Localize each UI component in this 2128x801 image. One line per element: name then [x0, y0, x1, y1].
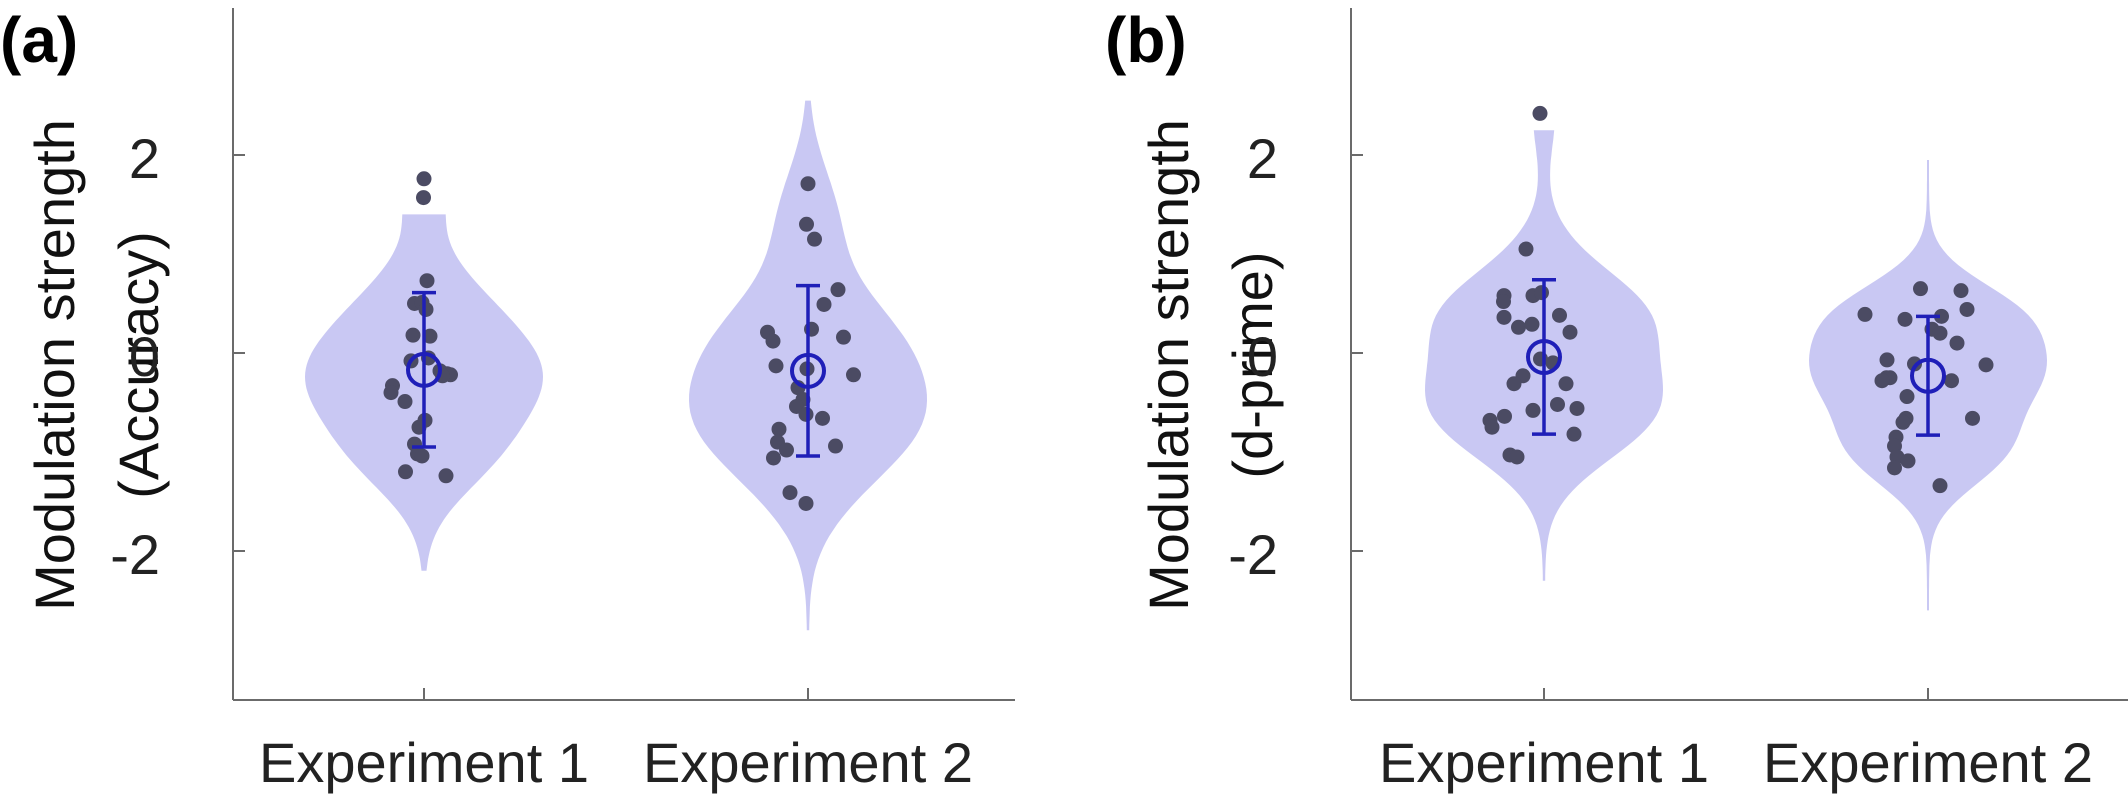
data-point-b-1-2 — [1518, 241, 1534, 257]
plot-area-b — [1350, 8, 2128, 701]
data-point-a-1-6 — [418, 301, 434, 317]
data-point-a-2-18 — [771, 421, 787, 437]
data-point-a-2-20 — [828, 438, 843, 454]
data-point-a-2-10 — [768, 358, 784, 374]
data-point-b-1-23 — [1566, 426, 1582, 442]
data-point-b-1-11 — [1562, 324, 1578, 340]
data-point-a-1-3 — [419, 273, 435, 289]
data-point-b-2-1 — [1913, 281, 1928, 297]
plot-area-a — [232, 8, 1015, 701]
mean-marker-a-1 — [406, 351, 442, 388]
y-axis-label-a-line2: (Accuracy) — [107, 231, 170, 499]
data-point-b-2-24 — [1900, 453, 1916, 469]
data-point-a-2-1 — [800, 176, 816, 192]
panel-b: (b) Modulation strength (d-prime) 2 0 -2… — [1105, 4, 2128, 794]
data-point-a-1-7 — [405, 327, 421, 343]
data-point-b-1-10 — [1552, 307, 1567, 323]
data-point-a-2-5 — [816, 296, 832, 312]
data-point-b-1-18 — [1569, 400, 1585, 416]
data-point-b-2-10 — [1879, 352, 1895, 368]
y-tick-label-b-3: -2 — [1228, 523, 1278, 586]
panel-label-b: (b) — [1105, 4, 1187, 76]
data-point-b-2-20 — [1965, 410, 1980, 426]
x-category-label-a-2: Experiment 2 — [643, 731, 973, 794]
data-point-b-1-9 — [1524, 316, 1540, 332]
data-point-b-2-2 — [1953, 283, 1969, 299]
x-category-label-b-1: Experiment 1 — [1379, 731, 1709, 794]
panel-label-a: (a) — [0, 4, 78, 76]
y-axis-label-b-line2: (d-prime) — [1221, 251, 1284, 478]
data-point-a-2-22 — [766, 450, 781, 466]
y-tick-label-a-2: 0 — [129, 325, 160, 388]
data-point-b-1-20 — [1497, 408, 1512, 424]
y-tick-label-a-3: -2 — [110, 523, 160, 586]
data-point-a-1-24 — [438, 468, 454, 484]
data-point-b-2-19 — [1895, 414, 1911, 430]
data-point-b-2-6 — [1897, 311, 1913, 327]
data-point-a-2-8 — [765, 333, 781, 349]
y-tick-label-b-2: 0 — [1247, 325, 1278, 388]
data-point-a-2-24 — [798, 495, 814, 511]
y-axis-label-a-line1: Modulation strength — [23, 119, 86, 611]
data-point-a-2-3 — [807, 231, 822, 247]
data-point-b-1-1 — [1532, 105, 1548, 121]
data-point-b-1-17 — [1550, 396, 1565, 412]
data-point-a-1-22 — [414, 448, 430, 464]
y-axis-label-b-line1: Modulation strength — [1137, 119, 1200, 611]
data-point-b-2-12 — [1978, 357, 1994, 373]
data-point-b-2-4 — [1934, 308, 1949, 324]
data-point-b-2-3 — [1857, 306, 1873, 322]
data-point-a-2-12 — [846, 367, 861, 383]
data-point-b-2-15 — [1874, 373, 1890, 389]
data-point-b-2-5 — [1959, 301, 1975, 317]
panel-a: (a) Modulation strength (Accuracy) 2 0 -… — [0, 4, 1015, 794]
data-point-b-2-25 — [1887, 460, 1902, 476]
data-point-a-1-17 — [397, 394, 413, 410]
data-point-b-1-7 — [1496, 309, 1512, 325]
data-point-a-1-8 — [422, 328, 438, 344]
mean-marker-b-1 — [1526, 338, 1562, 375]
data-point-a-1-16 — [383, 385, 399, 401]
y-tick-label-a-1: 2 — [129, 127, 160, 190]
data-point-a-1-2 — [416, 190, 431, 206]
data-point-b-1-16 — [1558, 376, 1574, 392]
x-category-label-b-2: Experiment 2 — [1763, 731, 2093, 794]
data-point-b-1-6 — [1534, 285, 1549, 301]
data-point-a-2-4 — [830, 282, 846, 298]
data-point-b-1-15 — [1506, 376, 1522, 392]
data-point-a-2-16 — [798, 406, 814, 422]
data-point-b-1-19 — [1525, 402, 1541, 418]
data-point-a-2-9 — [836, 329, 851, 345]
data-point-b-2-17 — [1944, 373, 1959, 389]
data-point-a-1-23 — [398, 464, 413, 480]
y-tick-label-b-1: 2 — [1247, 127, 1278, 190]
data-point-b-1-8 — [1511, 319, 1526, 335]
data-point-a-2-2 — [799, 216, 814, 232]
data-point-b-2-26 — [1932, 478, 1948, 494]
x-category-label-a-1: Experiment 1 — [259, 731, 589, 794]
mean-marker-b-2 — [1910, 357, 1946, 394]
data-point-a-2-17 — [815, 410, 830, 426]
data-point-b-1-25 — [1509, 449, 1525, 465]
mean-marker-a-2 — [790, 352, 826, 389]
data-point-a-2-21 — [779, 442, 794, 458]
data-point-b-2-16 — [1899, 389, 1915, 405]
data-point-b-2-9 — [1949, 335, 1965, 351]
data-point-b-2-8 — [1932, 325, 1948, 341]
data-point-a-1-1 — [416, 171, 432, 187]
data-point-b-1-22 — [1484, 419, 1500, 435]
data-point-b-1-4 — [1496, 294, 1511, 310]
data-point-a-2-23 — [782, 485, 798, 501]
